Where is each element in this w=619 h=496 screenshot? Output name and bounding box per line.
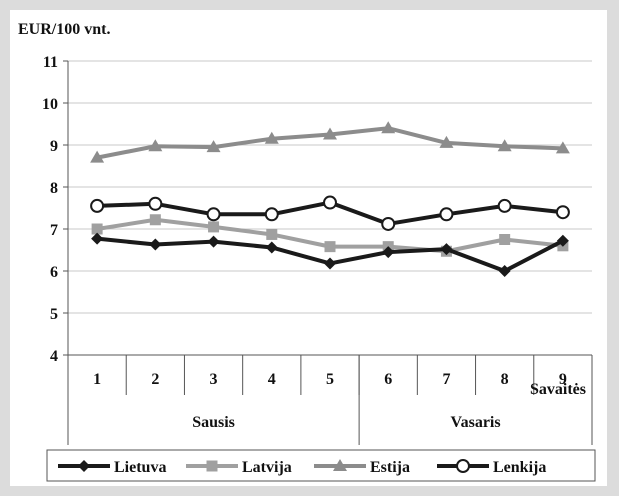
circle-marker (555, 205, 570, 220)
legend-label: Lietuva (114, 459, 166, 476)
x-category-labels: 1 2 3 4 5 6 7 8 9 (93, 371, 567, 388)
y-axis-label: EUR/100 vnt. (18, 21, 110, 38)
circle-marker (439, 207, 454, 222)
circle-marker (456, 459, 470, 473)
circle-marker (264, 207, 279, 222)
y-tick-labels: 4 5 6 7 8 9 10 11 (42, 54, 58, 365)
square-marker (499, 234, 511, 245)
diamond-marker (78, 460, 90, 472)
triangle-marker (148, 139, 163, 152)
x-category-label: 3 (210, 371, 218, 388)
circle-marker (206, 207, 221, 222)
circle-marker (148, 196, 163, 211)
circle-marker (90, 198, 105, 213)
circle-marker (497, 198, 512, 213)
diamond-marker (382, 246, 395, 259)
diamond-marker (498, 265, 511, 277)
x-category-label: 7 (442, 371, 450, 388)
y-tick-label: 8 (50, 180, 58, 197)
y-tick-label: 5 (50, 306, 58, 323)
series-lietuva (91, 232, 569, 277)
circle-marker (323, 195, 337, 210)
series-lines (90, 121, 570, 277)
square-marker (206, 460, 218, 472)
circle-marker (381, 216, 396, 231)
legend-item-latvija: Latvija (186, 459, 292, 476)
square-marker (208, 221, 220, 233)
y-tick-label: 6 (50, 264, 58, 281)
y-tick-label: 11 (43, 54, 58, 71)
triangle-marker (439, 135, 454, 148)
square-marker (91, 223, 103, 235)
y-tick-label: 9 (50, 138, 58, 155)
x-category-label: 6 (384, 371, 392, 388)
diamond-marker (265, 241, 278, 254)
x-category-label: 5 (326, 371, 334, 388)
square-marker (324, 241, 336, 253)
legend-label: Lenkija (493, 459, 546, 476)
x-axis-label: Savaitės (530, 381, 586, 398)
legend-label: Estija (370, 459, 410, 476)
series-latvija (91, 214, 569, 257)
legend-item-estija: Estija (314, 459, 410, 476)
x-group-label: Sausis (192, 414, 235, 431)
x-category-label: 4 (268, 371, 276, 388)
series-estija (90, 121, 570, 163)
series-lenkija (90, 195, 570, 231)
triangle-marker (264, 131, 279, 144)
diamond-marker (440, 243, 453, 256)
axes (63, 60, 593, 445)
diamond-marker (91, 232, 104, 245)
gridlines (68, 60, 592, 314)
y-tick-label: 10 (42, 96, 58, 113)
x-category-label: 8 (501, 371, 509, 388)
diamond-marker (556, 234, 569, 247)
triangle-marker (497, 139, 512, 152)
y-tick-label: 4 (50, 348, 58, 365)
triangle-marker (555, 141, 570, 154)
y-tick-label: 7 (50, 222, 58, 239)
triangle-marker (333, 459, 347, 471)
square-marker (266, 228, 278, 240)
x-category-label: 2 (151, 371, 159, 388)
triangle-marker (323, 127, 337, 140)
legend: Lietuva Latvija Estija Lenkija (46, 449, 596, 482)
diamond-marker (324, 257, 336, 270)
x-group-label: Vasaris (451, 414, 501, 431)
x-group-labels: Sausis Vasaris (192, 414, 500, 431)
x-category-label: 9 (559, 371, 567, 388)
triangle-marker (206, 140, 221, 153)
diamond-marker (207, 235, 220, 248)
diamond-marker (149, 238, 162, 251)
legend-item-lenkija: Lenkija (437, 459, 546, 476)
legend-item-lietuva: Lietuva (58, 459, 166, 476)
triangle-marker (90, 150, 105, 163)
legend-label: Latvija (242, 459, 292, 476)
triangle-marker (381, 121, 396, 134)
square-marker (149, 214, 161, 226)
x-category-label: 1 (93, 371, 101, 388)
